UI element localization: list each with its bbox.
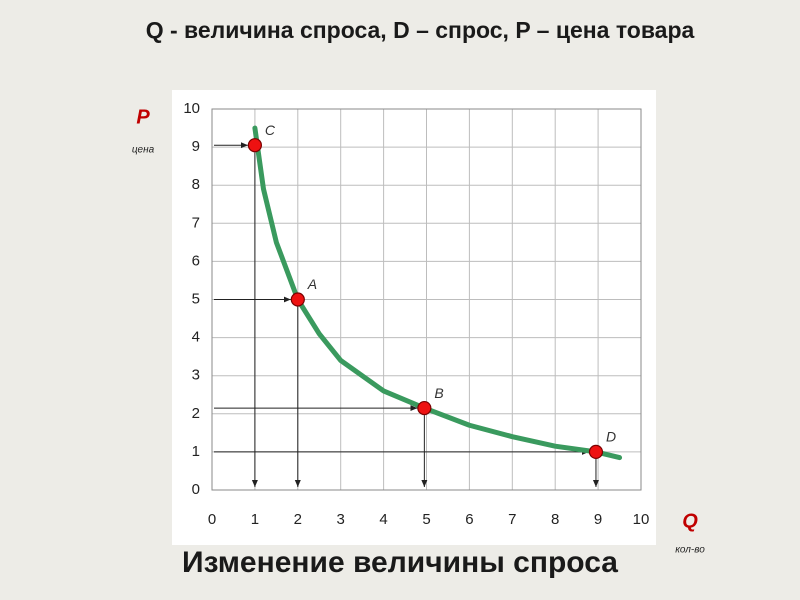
x-tick-label: 1 (251, 511, 259, 528)
y-axis-note: цена (132, 145, 155, 156)
y-tick-label: 9 (192, 138, 200, 155)
y-tick-label: 3 (192, 367, 200, 384)
slide-caption: Изменение величины спроса (182, 546, 618, 579)
y-tick-label: 5 (192, 290, 200, 307)
y-axis-label: P (136, 106, 150, 128)
x-tick-label: 7 (508, 511, 516, 528)
x-axis-note: кол-во (675, 545, 705, 556)
point-label: D (606, 429, 616, 445)
y-tick-label: 2 (192, 405, 200, 422)
point-label: B (434, 385, 443, 401)
point (417, 400, 432, 416)
x-tick-label: 8 (551, 511, 559, 528)
point-label: A (307, 276, 317, 292)
point (247, 138, 262, 153)
y-tick-label: 10 (183, 100, 200, 117)
y-tick-label: 6 (192, 252, 200, 269)
x-tick-label: 9 (594, 511, 602, 528)
x-axis-label: Q (682, 510, 698, 532)
point (588, 444, 604, 459)
x-tick-label: 0 (208, 511, 216, 528)
y-tick-label: 7 (192, 214, 200, 231)
point (290, 292, 305, 307)
x-tick-label: 2 (294, 511, 302, 528)
x-tick-label: 10 (633, 511, 650, 528)
y-tick-label: 1 (192, 443, 200, 460)
y-tick-label: 4 (192, 329, 200, 346)
x-tick-label: 5 (422, 511, 430, 528)
x-tick-label: 6 (465, 511, 473, 528)
x-tick-label: 4 (379, 511, 387, 528)
y-tick-label: 8 (192, 176, 200, 193)
y-tick-label: 0 (192, 481, 200, 498)
plot-background (172, 90, 656, 545)
plot-frame (211, 108, 642, 491)
slide-title: Q - величина спроса, D – спрос, P – цена… (145, 17, 695, 43)
demand-curve (252, 125, 623, 461)
point-label: C (265, 122, 276, 138)
x-tick-label: 3 (337, 511, 345, 528)
